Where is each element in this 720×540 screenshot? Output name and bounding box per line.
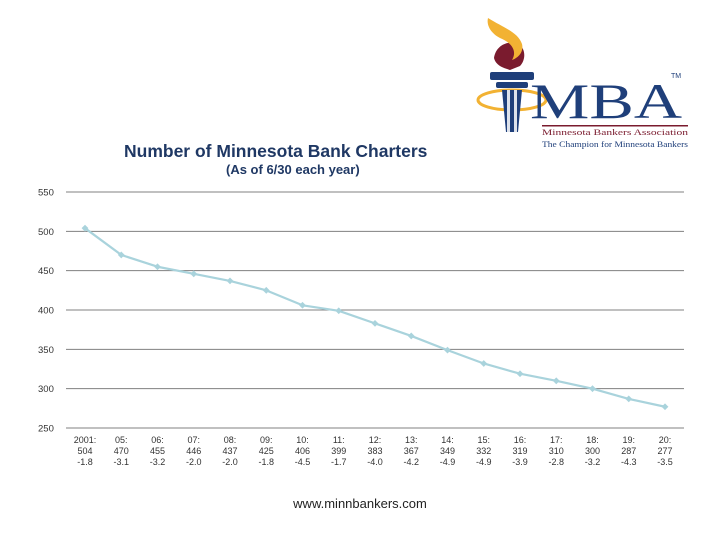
footer-url[interactable]: www.minnbankers.com — [293, 496, 427, 511]
data-point — [444, 346, 451, 354]
data-point — [299, 301, 306, 309]
data-point — [371, 319, 379, 327]
data-point — [335, 307, 343, 315]
logo-trademark: TM — [671, 73, 681, 80]
x-tick-label: 12: 383 -4.0 — [367, 435, 383, 467]
data-point — [552, 377, 560, 385]
data-point — [226, 277, 234, 285]
x-tick-label: 10: 406 -4.5 — [295, 435, 311, 467]
x-tick-label: 20: 277 -3.5 — [657, 435, 673, 467]
x-tick-label: 19: 287 -4.3 — [621, 435, 637, 467]
series-line — [84, 227, 666, 408]
x-tick-label: 06: 455 -3.2 — [150, 435, 166, 467]
x-tick-label: 08: 437 -2.0 — [222, 435, 238, 467]
x-tick-label: 16: 319 -3.9 — [512, 435, 528, 467]
data-point — [117, 251, 125, 259]
x-tick-label: 15: 332 -4.9 — [476, 435, 492, 467]
y-tick-label: 250 — [38, 424, 54, 435]
logo-wordmark: MBA — [530, 73, 682, 129]
y-tick-label: 450 — [38, 266, 54, 277]
logo-tagline: The Champion for Minnesota Bankers — [542, 140, 688, 149]
data-point — [661, 403, 669, 411]
logo-org-name: Minnesota Bankers Association — [542, 127, 689, 137]
data-point — [81, 224, 89, 232]
y-tick-label: 550 — [38, 188, 54, 199]
x-tick-label: 18: 300 -3.2 — [585, 435, 601, 467]
chart-subtitle: (As of 6/30 each year) — [226, 162, 360, 177]
x-tick-label: 2001: 504 -1.8 — [74, 435, 97, 467]
logo-divider — [542, 125, 688, 127]
data-point — [625, 395, 633, 403]
y-tick-label: 300 — [38, 384, 54, 395]
x-tick-label: 17: 310 -2.8 — [548, 435, 564, 467]
x-tick-label: 09: 425 -1.8 — [258, 435, 274, 467]
y-tick-label: 400 — [38, 306, 54, 317]
data-point — [589, 385, 596, 393]
data-point — [480, 360, 488, 367]
data-point — [190, 270, 198, 278]
data-point — [516, 370, 524, 378]
mba-logo: MBA TM Minnesota Bankers Association The… — [476, 18, 689, 149]
data-point — [154, 263, 161, 271]
x-tick-label: 07: 446 -2.0 — [186, 435, 202, 467]
x-tick-label: 14: 349 -4.9 — [440, 435, 456, 467]
y-tick-label: 350 — [38, 345, 54, 356]
x-tick-label: 11: 399 -1.7 — [331, 435, 347, 467]
torch-flame-gold — [487, 18, 523, 60]
y-tick-label: 500 — [38, 227, 54, 238]
x-tick-label: 05: 470 -3.1 — [113, 435, 129, 467]
torch-icon — [476, 18, 548, 132]
x-tick-label: 13: 367 -4.2 — [403, 435, 419, 467]
chart-title: Number of Minnesota Bank Charters — [124, 141, 428, 161]
data-point — [262, 286, 270, 294]
data-point — [407, 332, 415, 340]
